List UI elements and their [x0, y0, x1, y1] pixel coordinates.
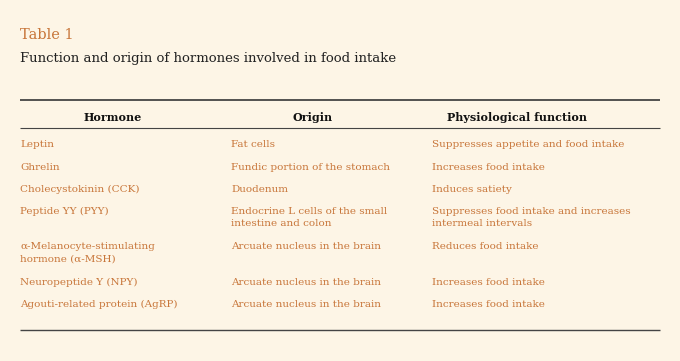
Text: Arcuate nucleus in the brain: Arcuate nucleus in the brain [231, 278, 381, 287]
Text: Arcuate nucleus in the brain: Arcuate nucleus in the brain [231, 300, 381, 309]
Text: Reduces food intake: Reduces food intake [432, 242, 539, 251]
Text: Increases food intake: Increases food intake [432, 278, 545, 287]
Text: Neuropeptide Y (NPY): Neuropeptide Y (NPY) [20, 278, 138, 287]
Text: Ghrelin: Ghrelin [20, 163, 60, 172]
Text: Fat cells: Fat cells [231, 140, 275, 149]
Text: Peptide YY (PYY): Peptide YY (PYY) [20, 207, 109, 216]
Text: Agouti-related protein (AgRP): Agouti-related protein (AgRP) [20, 300, 178, 309]
Text: Arcuate nucleus in the brain: Arcuate nucleus in the brain [231, 242, 381, 251]
Text: α-Melanocyte-stimulating
hormone (α-MSH): α-Melanocyte-stimulating hormone (α-MSH) [20, 242, 155, 264]
Text: Suppresses food intake and increases
intermeal intervals: Suppresses food intake and increases int… [432, 207, 630, 229]
Text: Fundic portion of the stomach: Fundic portion of the stomach [231, 163, 390, 172]
Text: Increases food intake: Increases food intake [432, 163, 545, 172]
Text: Endocrine L cells of the small
intestine and colon: Endocrine L cells of the small intestine… [231, 207, 388, 229]
Text: Increases food intake: Increases food intake [432, 300, 545, 309]
Text: Leptin: Leptin [20, 140, 54, 149]
Text: Suppresses appetite and food intake: Suppresses appetite and food intake [432, 140, 624, 149]
Text: Origin: Origin [292, 112, 333, 123]
Text: Hormone: Hormone [83, 112, 141, 123]
Text: Table 1: Table 1 [20, 28, 73, 42]
Text: Induces satiety: Induces satiety [432, 185, 511, 194]
Text: Duodenum: Duodenum [231, 185, 288, 194]
Text: Function and origin of hormones involved in food intake: Function and origin of hormones involved… [20, 52, 396, 65]
Text: Cholecystokinin (CCK): Cholecystokinin (CCK) [20, 185, 140, 194]
Text: Physiological function: Physiological function [447, 112, 587, 123]
